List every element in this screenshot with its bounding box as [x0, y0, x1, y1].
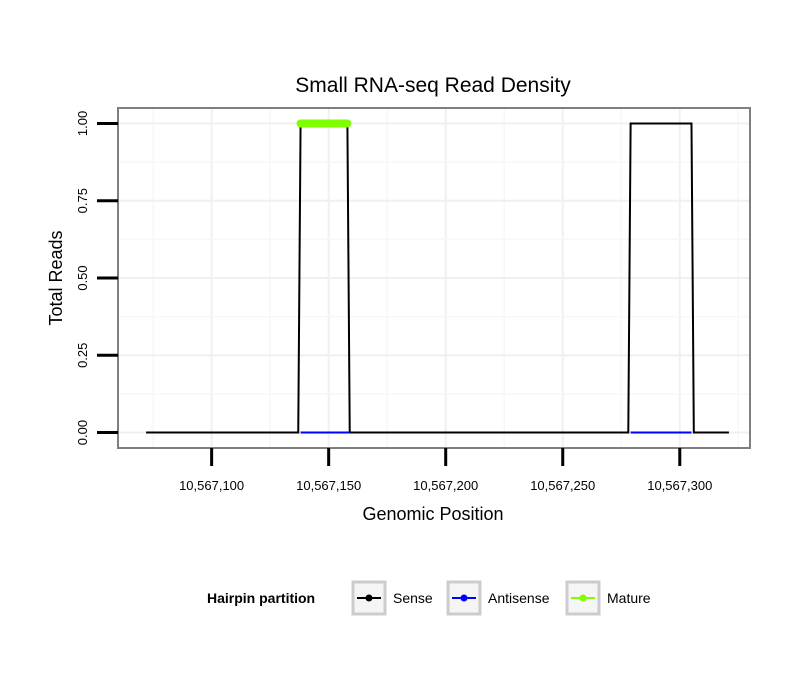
x-tick-label: 10,567,100: [179, 478, 244, 493]
grid-lines: [119, 109, 749, 447]
legend-key-mature: [565, 580, 601, 616]
y-tick-label: 0.00: [75, 420, 90, 445]
legend-key-mature-dot: [579, 594, 587, 602]
y-tick-label: 0.75: [75, 188, 90, 213]
x-axis-title: Genomic Position: [362, 504, 503, 524]
legend-key-antisense: [446, 580, 482, 616]
y-axis-title: Total Reads: [46, 230, 66, 325]
y-tick-label: 0.25: [75, 343, 90, 368]
legend-label-sense: Sense: [393, 590, 433, 606]
legend-key-sense: [351, 580, 387, 616]
legend: Hairpin partition Sense Antisense Mature: [207, 580, 651, 616]
legend-title: Hairpin partition: [207, 590, 315, 606]
legend-label-mature: Mature: [607, 590, 651, 606]
x-tick-label: 10,567,250: [530, 478, 595, 493]
y-axis: 0.00 0.25 0.50 0.75 1.00: [75, 111, 118, 445]
chart-title: Small RNA-seq Read Density: [295, 74, 571, 97]
legend-key-sense-dot: [365, 594, 373, 602]
x-tick-label: 10,567,150: [296, 478, 361, 493]
series-layer: [146, 119, 729, 434]
sense-line: [146, 122, 729, 434]
legend-key-antisense-dot: [460, 594, 468, 602]
y-tick-label: 1.00: [75, 111, 90, 136]
x-axis: 10,567,100 10,567,150 10,567,200 10,567,250…: [179, 448, 712, 493]
y-tick-label: 0.50: [75, 265, 90, 290]
x-tick-label: 10,567,200: [413, 478, 478, 493]
legend-label-antisense: Antisense: [488, 590, 550, 606]
x-tick-label: 10,567,300: [647, 478, 712, 493]
